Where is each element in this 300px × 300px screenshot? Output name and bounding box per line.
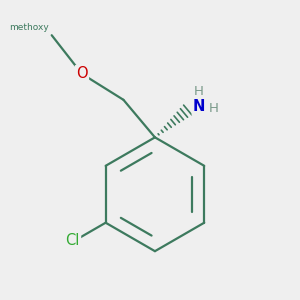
Text: O: O (76, 66, 88, 81)
Text: Cl: Cl (65, 232, 80, 247)
Text: H: H (208, 102, 218, 115)
Text: H: H (194, 85, 204, 98)
Text: methoxy: methoxy (9, 23, 49, 32)
Text: N: N (193, 99, 206, 114)
